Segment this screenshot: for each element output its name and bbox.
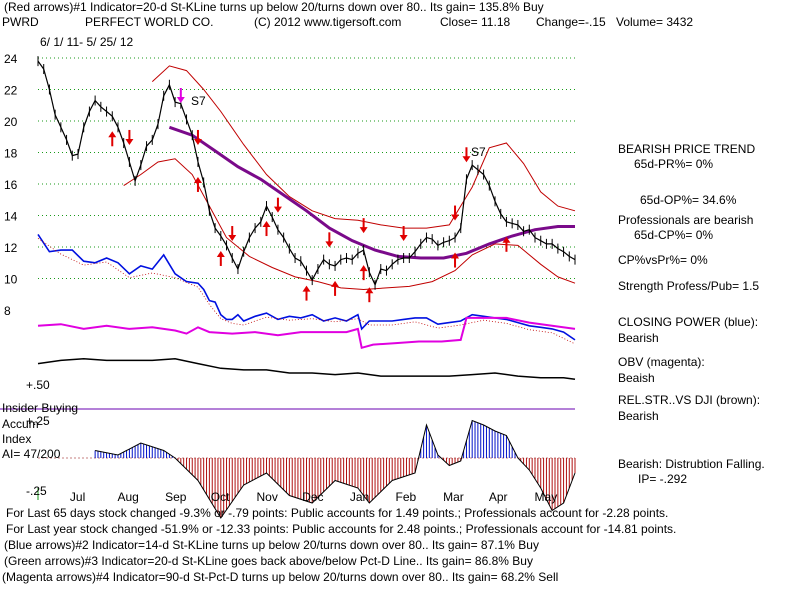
sell-arrow-head xyxy=(462,156,471,163)
price-axis-ticks: 24 22 20 18 16 14 12 10 8 xyxy=(4,52,18,318)
price-tick-14: 14 xyxy=(4,210,18,224)
month-label-may: May xyxy=(535,490,558,504)
month-label-nov: Nov xyxy=(257,490,278,504)
header-close: Close= 11.18 xyxy=(440,15,510,29)
side-rel-title: REL.STR..VS DJI (brown): xyxy=(618,393,760,407)
obv-line xyxy=(37,316,576,350)
accum-label-line-2: Accum xyxy=(2,417,39,431)
buy-arrow-head xyxy=(108,131,117,138)
sell-arrow-head xyxy=(125,138,134,145)
accum-label-line-3: Index xyxy=(2,432,31,446)
ai-label: AI= 47/200 xyxy=(2,447,61,461)
month-label-dec: Dec xyxy=(302,490,323,504)
month-axis-ticks: Jul Aug Sep Oct Nov Dec Jan Feb Mar Apr May xyxy=(70,490,557,504)
month-label-mar: Mar xyxy=(443,490,464,504)
price-tick-24: 24 xyxy=(4,52,18,66)
buy-arrow-head xyxy=(262,221,271,228)
month-label-jul: Jul xyxy=(70,490,85,504)
accum-tick-minus-25: -.25 xyxy=(26,484,47,498)
header-change: Change=-.15 xyxy=(536,15,606,29)
header-symbol: PWRD xyxy=(2,15,39,29)
price-tick-10: 10 xyxy=(4,273,18,287)
side-obv-title: OBV (magenta): xyxy=(618,355,705,369)
side-rel-value: Bearish xyxy=(618,409,659,423)
price-tick-8: 8 xyxy=(4,304,11,318)
price-tick-12: 12 xyxy=(4,241,18,255)
month-label-apr: Apr xyxy=(489,490,508,504)
sell-arrow-head xyxy=(451,214,460,221)
moving-average-line xyxy=(168,125,575,260)
price-tick-20: 20 xyxy=(4,115,18,129)
buy-arrow-head xyxy=(359,265,368,272)
signal-label-s7-a: S7 xyxy=(191,94,206,108)
sell-arrow-head xyxy=(359,227,368,234)
buy-arrow-head xyxy=(365,287,374,294)
magenta-sell-arrow-head xyxy=(176,97,185,103)
sell-arrow-head xyxy=(399,235,408,242)
footer-line-2: For Last year stock changed -51.9% or -1… xyxy=(6,522,676,536)
footer-line-5: (Magenta arrows)#4 Indicator=90-d St-Pct… xyxy=(2,570,558,584)
date-range: 6/ 1/ 11- 5/ 25/ 12 xyxy=(40,35,134,49)
buy-arrow-head xyxy=(193,176,202,183)
chart-series xyxy=(37,56,576,381)
accum-tick-plus-50: +.50 xyxy=(26,378,50,392)
footer-line-3: (Blue arrows)#2 Indicator=14-d St-KLine … xyxy=(4,538,539,552)
closing-power-ma-line xyxy=(37,237,576,345)
month-label-oct: Oct xyxy=(211,490,230,504)
price-tick-22: 22 xyxy=(4,84,18,98)
signal-label-s7-b: S7 xyxy=(471,145,486,159)
side-strength: Strength Profess/Pub= 1.5 xyxy=(618,279,759,293)
accum-tick-plus-25: +.25 xyxy=(26,414,50,428)
side-obv-value: Beaish xyxy=(618,371,655,385)
sell-arrow-head xyxy=(273,206,282,213)
side-bearish-dist: Bearish: Distrubtion Falling. xyxy=(618,457,765,471)
price-tick-16: 16 xyxy=(4,178,18,192)
signal-arrows xyxy=(108,88,511,303)
price-line xyxy=(37,60,576,287)
side-pr: 65d-PR%= 0% xyxy=(634,157,713,171)
header-copyright: (C) 2012 www.tigersoft.com xyxy=(254,15,401,29)
month-label-aug: Aug xyxy=(118,490,139,504)
footer-line-1: For Last 65 days stock changed -9.3% or … xyxy=(6,506,668,520)
lower-band-line xyxy=(123,158,576,291)
accum-label-line-1: Insider Buying xyxy=(2,401,78,415)
side-ip: IP= -.292 xyxy=(638,472,687,486)
rel-strength-line xyxy=(37,358,576,381)
accum-index-line xyxy=(95,419,576,519)
header-company: PERFECT WORLD CO. xyxy=(85,15,213,29)
buy-arrow-head xyxy=(331,280,340,287)
month-label-sep: Sep xyxy=(165,490,187,504)
buy-arrow-head xyxy=(216,250,225,257)
side-cp: 65d-CP%= 0% xyxy=(634,228,713,242)
buy-arrow-head xyxy=(502,236,511,243)
closing-power-line xyxy=(37,233,576,341)
side-op: 65d-OP%= 34.6% xyxy=(640,193,737,207)
side-professionals: Professionals are bearish xyxy=(618,213,753,227)
price-gridlines xyxy=(38,57,575,279)
buy-arrow-head xyxy=(302,285,311,292)
sell-arrow-head xyxy=(193,138,202,145)
buy-arrow-head xyxy=(451,252,460,259)
side-cpvspr: CP%vsPr%= 0% xyxy=(618,253,708,267)
side-cp-value: Bearish xyxy=(618,331,659,345)
upper-band-line xyxy=(151,65,576,229)
sell-arrow-head xyxy=(228,235,237,242)
footer-line-4: (Green arrows)#3 Indicator=20-d St-KLine… xyxy=(4,554,533,568)
header-volume: Volume= 3432 xyxy=(616,15,693,29)
header-line-1: (Red arrows)#1 Indicator=20-d St-KLine t… xyxy=(4,0,544,14)
month-label-feb: Feb xyxy=(396,490,417,504)
side-bearish-trend: BEARISH PRICE TREND xyxy=(618,142,755,156)
accum-index-panel xyxy=(0,408,576,519)
month-label-jan: Jan xyxy=(350,490,369,504)
price-tick-18: 18 xyxy=(4,147,18,161)
sell-arrow-head xyxy=(325,241,334,248)
side-cp-title: CLOSING POWER (blue): xyxy=(618,315,758,329)
